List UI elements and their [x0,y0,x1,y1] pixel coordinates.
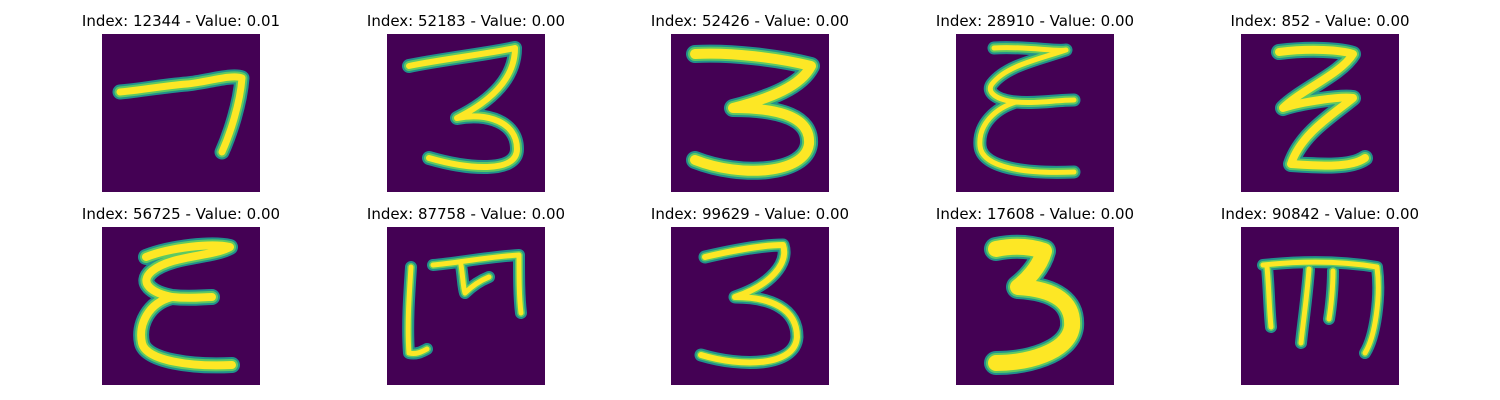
sample-image [387,34,545,192]
sample-image [671,34,829,192]
sample-title: Index: 852 - Value: 0.00 [1230,12,1410,30]
sample-image [387,227,545,385]
sample-title: Index: 52183 - Value: 0.00 [366,12,566,30]
sample-title: Index: 28910 - Value: 0.00 [935,12,1135,30]
handwritten-glyph-epsilon [973,41,1081,179]
sample-image [956,227,1114,385]
sample-title: Index: 52426 - Value: 0.00 [650,12,850,30]
handwritten-glyph-m-like [402,249,527,360]
sample-title: Index: 99629 - Value: 0.00 [650,205,850,223]
sample-image [102,227,260,385]
sample-image [956,34,1114,192]
sample-image [1241,34,1399,192]
sample-title: Index: 56725 - Value: 0.00 [81,205,281,223]
handwritten-glyph-z-like [1271,41,1373,174]
sample-image [102,34,260,192]
handwritten-glyph-epsilon [133,237,240,374]
handwritten-glyph-three [694,238,804,369]
handwritten-glyph-m-like [1257,256,1385,359]
handwritten-glyph-three [402,41,524,175]
sample-title: Index: 12344 - Value: 0.01 [81,12,281,30]
sample-image [671,227,829,385]
sample-title: Index: 87758 - Value: 0.00 [366,205,566,223]
handwritten-glyph-three-bold [686,44,820,180]
sample-title: Index: 90842 - Value: 0.00 [1220,205,1420,223]
sample-image [1241,227,1399,385]
handwritten-glyph-three-bold [984,234,1085,375]
handwritten-glyph-seven [112,69,250,160]
sample-title: Index: 17608 - Value: 0.00 [935,205,1135,223]
